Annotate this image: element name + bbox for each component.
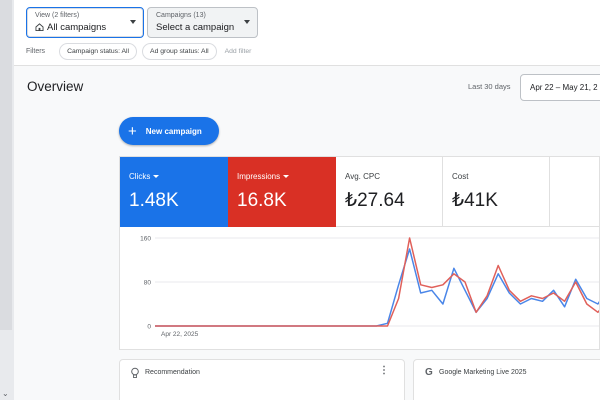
metric-cost[interactable]: Cost ₺41K xyxy=(443,157,550,227)
y-tick-label: 0 xyxy=(147,323,151,330)
left-rail: ⌄ xyxy=(0,0,14,400)
plus-icon: + xyxy=(128,122,137,140)
recommendation-title: Recommendation xyxy=(145,369,200,376)
new-campaign-button[interactable]: + New campaign xyxy=(119,117,219,145)
view-selector[interactable]: View (2 filters) All campaigns xyxy=(26,7,144,38)
recommendation-panel: Recommendation ⋮ xyxy=(119,359,405,400)
performance-card: Clicks 1.48K Impressions 16.8K Avg. CPC … xyxy=(119,156,600,350)
metric-avg-cpc-value: ₺27.64 xyxy=(345,190,405,211)
metric-clicks[interactable]: Clicks 1.48K xyxy=(120,157,228,227)
lightbulb-icon xyxy=(131,367,139,378)
google-g-icon: G xyxy=(425,367,433,378)
new-campaign-label: New campaign xyxy=(145,126,202,136)
view-dropdown-icon xyxy=(130,20,136,24)
campaign-selector-caption: Campaigns (13) xyxy=(156,12,206,19)
metric-cost-label: Cost xyxy=(452,172,469,181)
date-range-label: Last 30 days xyxy=(468,82,511,91)
metric-impressions[interactable]: Impressions 16.8K xyxy=(228,157,336,227)
date-range-picker[interactable]: Apr 22 – May 21, 2 xyxy=(520,74,600,101)
campaign-dropdown-icon xyxy=(244,20,250,24)
metric-impressions-value: 16.8K xyxy=(237,190,287,211)
chevron-down-icon[interactable]: ⌄ xyxy=(2,389,9,398)
filter-chip-campaign-status[interactable]: Campaign status: All xyxy=(59,42,138,60)
metric-clicks-value: 1.48K xyxy=(129,190,179,211)
performance-chart: 160 80 0 Apr 22, 2025 xyxy=(120,227,599,349)
gml-panel: G Google Marketing Live 2025 xyxy=(413,359,600,400)
campaign-selector-label: Select a campaign xyxy=(156,22,235,33)
y-tick-label: 80 xyxy=(144,279,152,286)
filter-chip-ad-group-status[interactable]: Ad group status: All xyxy=(142,42,217,60)
series-line-impressions xyxy=(155,237,599,327)
metric-clicks-label: Clicks xyxy=(129,172,151,181)
page-title: Overview xyxy=(27,79,84,94)
filter-bar: Filters Campaign status: All Ad group st… xyxy=(26,42,254,60)
metric-cost-value: ₺41K xyxy=(452,190,498,211)
x-tick-label: Apr 22, 2025 xyxy=(161,331,199,338)
home-icon xyxy=(35,23,44,31)
y-tick-label: 160 xyxy=(140,235,151,242)
gml-title: Google Marketing Live 2025 xyxy=(439,369,527,376)
dropdown-arrow-icon xyxy=(153,175,160,178)
header-bar: View (2 filters) All campaigns Campaigns… xyxy=(14,0,600,66)
line-chart: 160 80 0 Apr 22, 2025 xyxy=(140,235,599,338)
view-selector-label: All campaigns xyxy=(47,22,107,33)
filters-label: Filters xyxy=(26,47,46,55)
metric-avg-cpc-label: Avg. CPC xyxy=(345,172,380,181)
metric-impressions-label: Impressions xyxy=(237,172,281,181)
add-filter-button[interactable]: Add filter xyxy=(224,47,252,55)
view-selector-caption: View (2 filters) xyxy=(35,12,80,19)
metric-empty-slot[interactable] xyxy=(550,157,599,227)
left-rail-scrollbar[interactable] xyxy=(0,0,12,330)
dropdown-arrow-icon xyxy=(283,175,290,178)
more-vert-icon[interactable]: ⋮ xyxy=(379,365,389,376)
series-line-clicks xyxy=(155,248,599,327)
campaign-selector[interactable]: Campaigns (13) Select a campaign xyxy=(147,7,258,38)
metric-avg-cpc[interactable]: Avg. CPC ₺27.64 xyxy=(336,157,443,227)
